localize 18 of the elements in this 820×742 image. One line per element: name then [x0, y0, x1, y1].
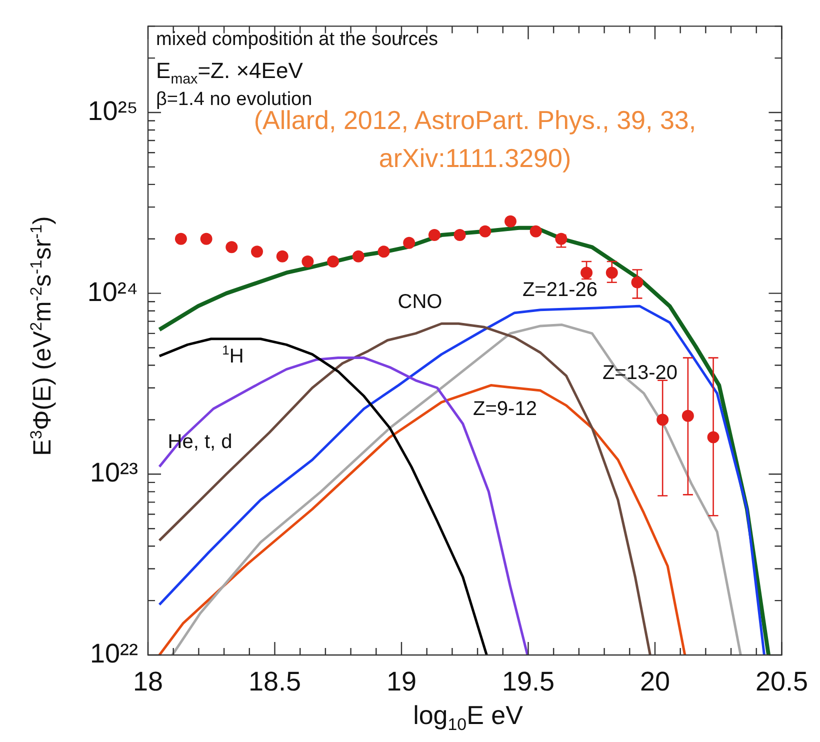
y-tick-label: 10²² [90, 638, 138, 668]
y-tick-label: 10²⁴ [87, 276, 138, 307]
x-tick-label: 20 [640, 666, 670, 697]
series-label: Z=21-26 [522, 279, 598, 301]
x-tick-label: 18.5 [248, 666, 302, 697]
x-tick-label: 20.5 [755, 666, 808, 697]
series-label: CNO [398, 291, 442, 313]
annotation: E$_{max}$=Z. ×4EeV [156, 58, 303, 88]
y-tick-label: 10²³ [90, 458, 138, 488]
x-tick-label: 19.5 [502, 666, 555, 697]
series-label: $^{1}$H [222, 342, 244, 368]
series-label: Z=9-12 [473, 398, 537, 420]
x-tick-label: 19 [386, 666, 417, 697]
series-label: Z=13-20 [602, 362, 678, 384]
x-axis-title: log$_{10}$E eV [413, 700, 523, 734]
x-tick-label: 18 [132, 666, 164, 697]
annotation: mixed composition at the sources [156, 29, 438, 50]
y-tick-label: 10²⁵ [88, 96, 138, 126]
